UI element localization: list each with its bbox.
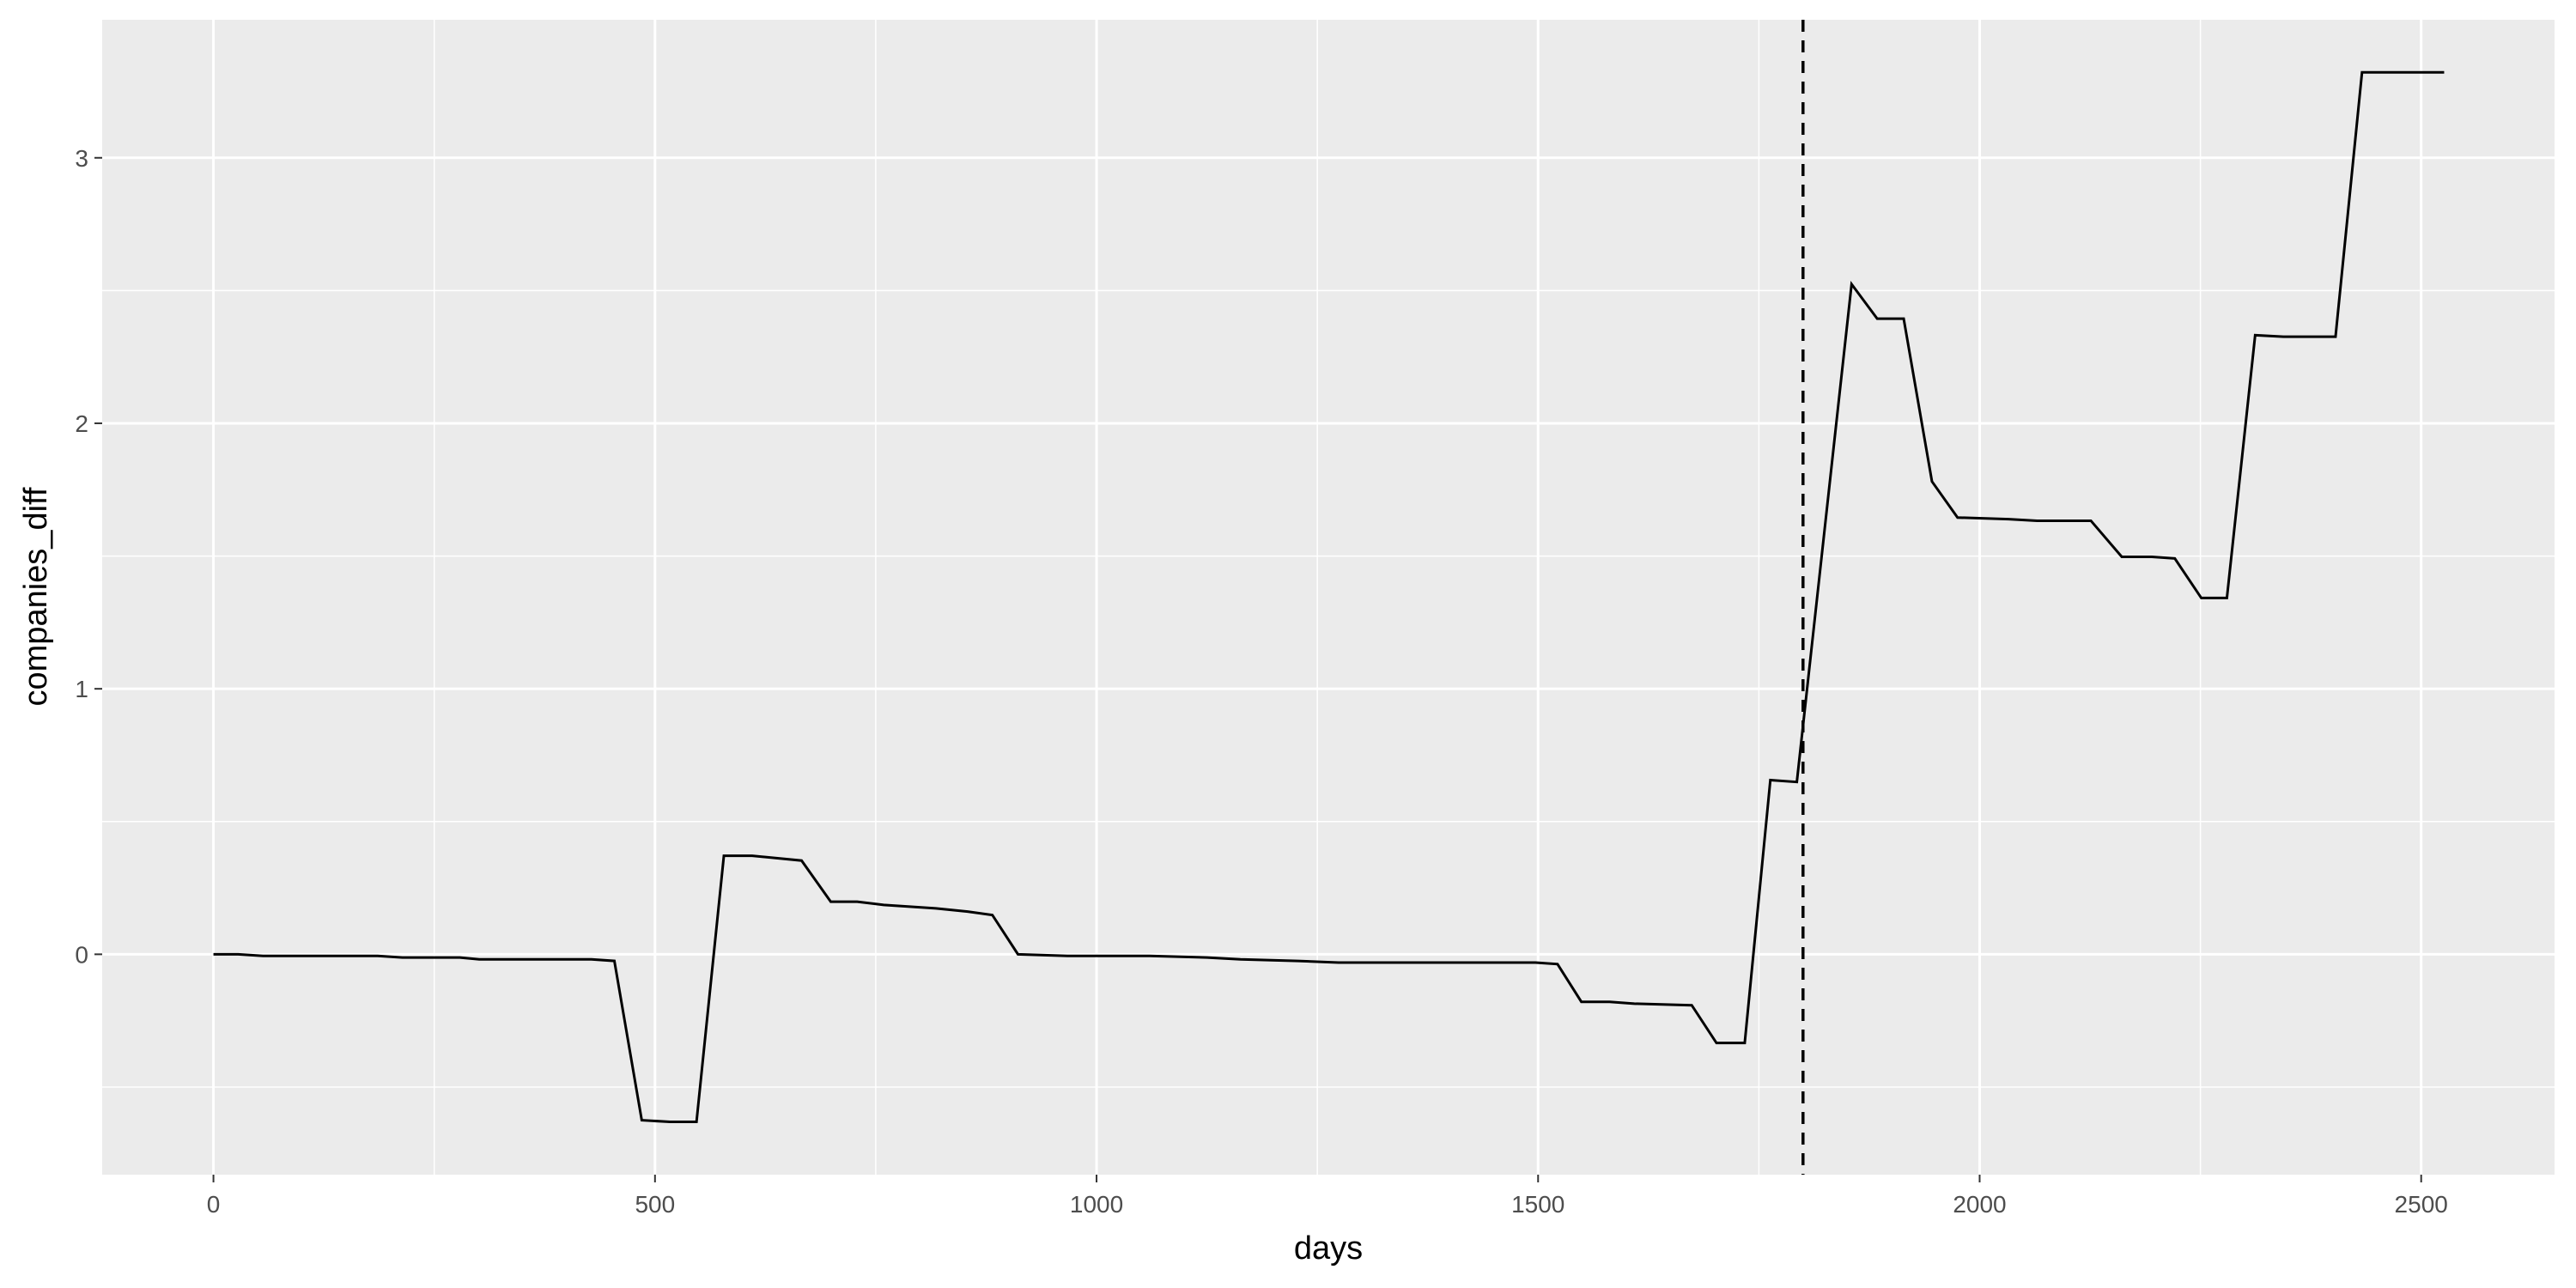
x-tick-label: 0 — [207, 1191, 221, 1218]
y-tick-label: 1 — [75, 676, 88, 702]
panel — [102, 20, 2555, 1175]
x-axis-title: days — [1294, 1230, 1363, 1267]
y-tick-label: 0 — [75, 941, 88, 968]
y-axis-title: companies_diff — [18, 487, 54, 706]
x-tick-label: 2500 — [2395, 1191, 2448, 1218]
x-tick-label: 1000 — [1070, 1191, 1123, 1218]
y-tick-label: 2 — [75, 410, 88, 437]
x-tick-label: 500 — [635, 1191, 675, 1218]
x-tick-label: 1500 — [1511, 1191, 1564, 1218]
y-tick-label: 3 — [75, 145, 88, 172]
x-tick-label: 2000 — [1953, 1191, 2006, 1218]
data-line — [213, 70, 2445, 1123]
